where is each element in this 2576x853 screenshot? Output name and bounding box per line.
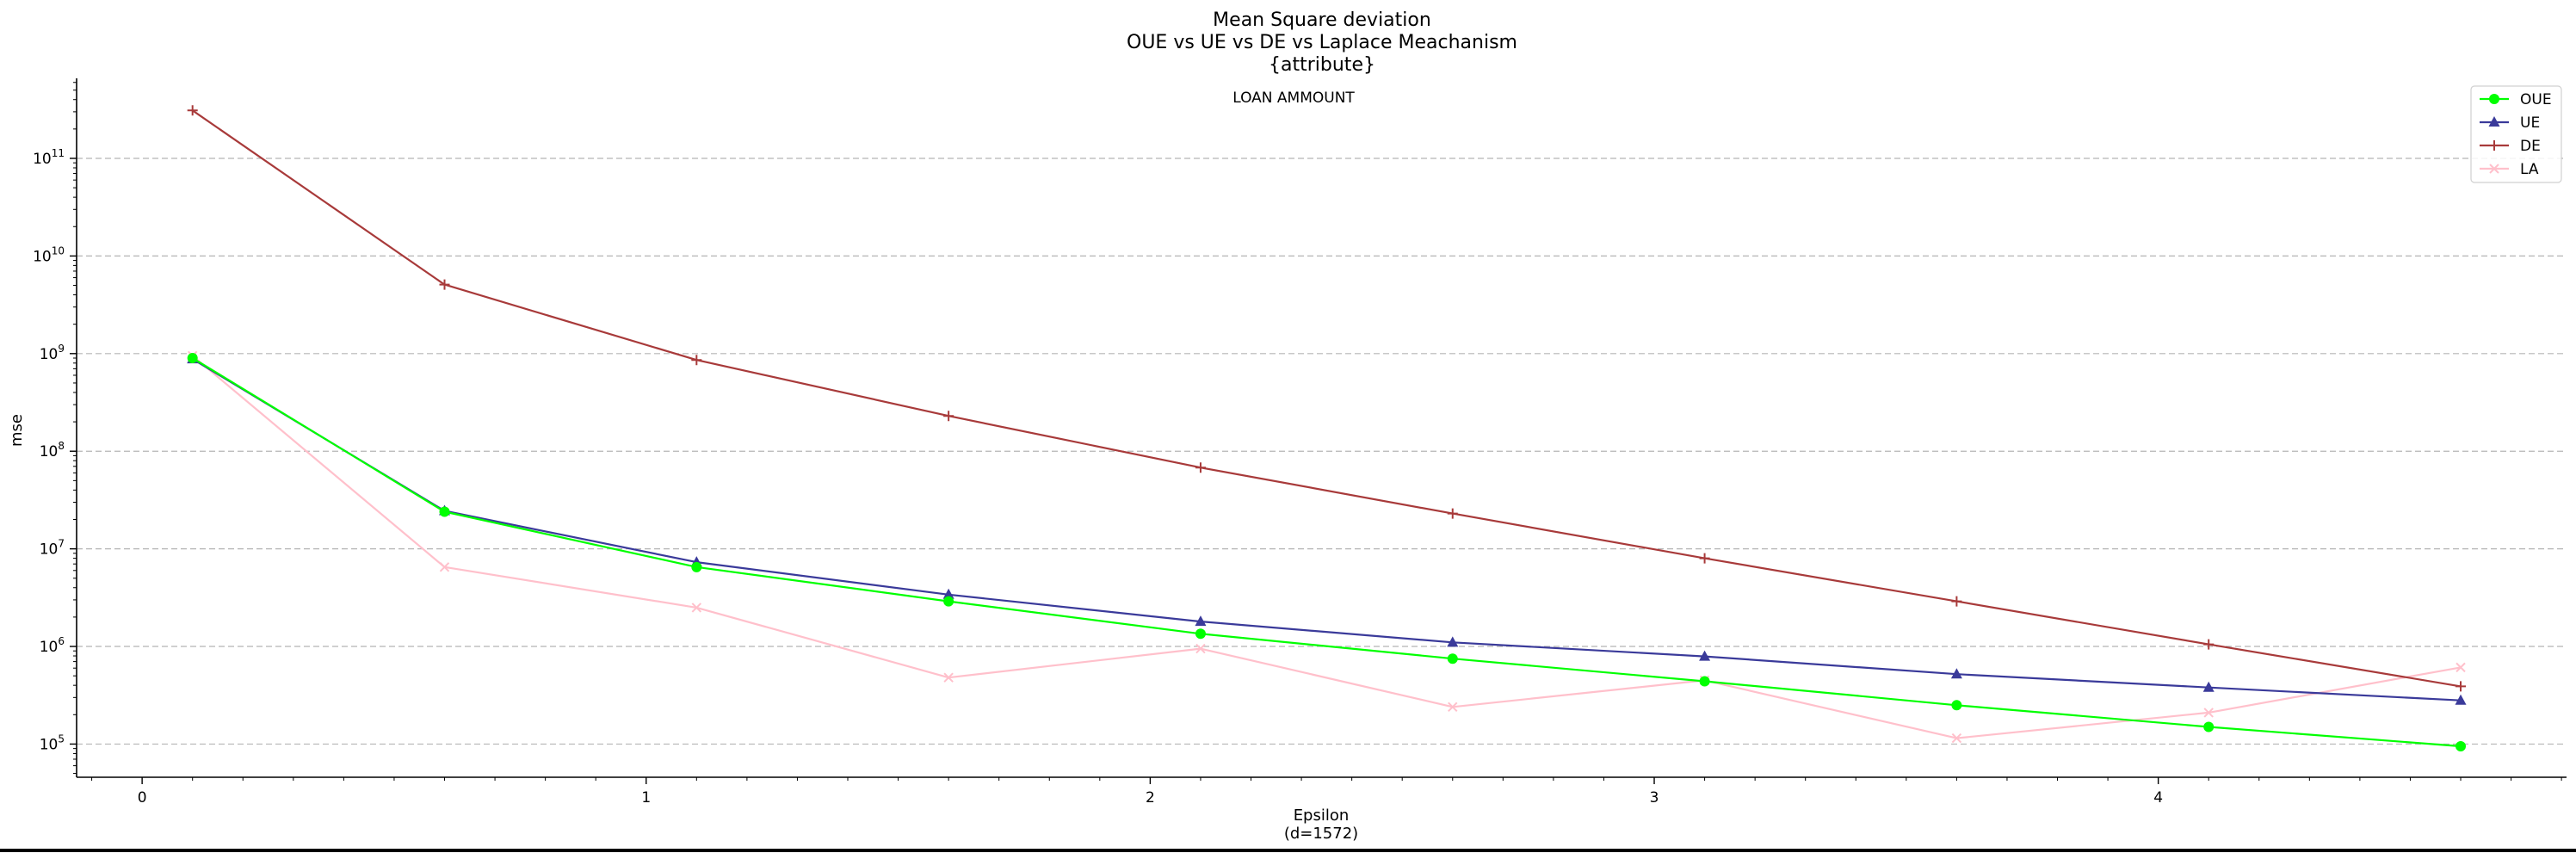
data-point-de [1699,553,1710,564]
data-point-la [2456,662,2466,673]
y-tick-label-exponent: 10 [52,244,65,257]
series-line-ue [192,358,2462,702]
series-oue [187,352,2467,751]
y-tick-label-exponent: 9 [58,343,65,355]
x-tick-label-2: 2 [1146,789,1155,807]
chart-annotation: LOAN AMMOUNT [1232,90,1355,107]
data-point-de [1447,508,1458,519]
data-point-de [1195,462,1206,473]
data-point-oue [1951,700,1962,711]
data-point-oue [943,596,954,607]
y-tick-label-base: 10 [33,151,52,168]
y-tick-label-1e11: 1011 [33,147,65,168]
y-tick-label-1e8: 108 [40,440,65,460]
legend-item-oue: OUE [2480,91,2552,108]
y-tick-label-exponent: 6 [58,635,65,647]
data-point-oue [691,561,702,572]
data-point-la [1195,643,1206,654]
data-point-ue [2455,694,2467,705]
data-point-oue [1195,628,1206,640]
data-point-de [1951,596,1962,607]
series-la [187,350,2466,744]
data-point-oue [1699,676,1710,687]
legend-label-ue: UE [2520,114,2540,132]
y-tick-label-base: 10 [40,639,59,656]
data-point-de [439,279,450,290]
data-point-de [187,105,198,116]
series-line-de [192,109,2462,688]
y-tick-label-1e7: 107 [40,538,65,559]
data-point-ue [2202,681,2215,692]
data-point-ue [1447,636,1459,647]
series-layer [187,105,2467,751]
y-tick-label-exponent: 5 [58,732,65,745]
data-point-de [2203,639,2215,650]
data-point-ue [1195,615,1207,627]
y-tick-label-base: 10 [40,736,59,753]
chart-title-line-1: Mean Square deviation [1213,9,1431,31]
y-tick-label-exponent: 8 [58,440,65,452]
x-axis-sublabel: (d=1572) [1284,825,1358,843]
y-tick-label-1e9: 109 [40,343,65,363]
series-line-oue [192,357,2462,748]
x-tick-label-0: 0 [138,789,147,807]
y-tick-label-1e5: 105 [40,732,65,753]
legend-item-de: DE [2480,138,2541,155]
x-tick-label-1: 1 [641,789,651,807]
legend-label-de: DE [2520,138,2541,155]
data-point-oue [439,506,450,517]
data-point-oue [1447,653,1458,664]
data-point-oue [2456,740,2467,751]
legend-marker-de [2489,140,2499,151]
data-point-ue [1699,650,1711,661]
bottom-border [0,849,2576,852]
data-point-de [943,411,954,422]
legend-label-oue: OUE [2520,91,2552,108]
data-point-oue [2203,721,2215,732]
x-ticks: 0 1 2 3 4 [91,777,2562,807]
y-tick-label-base: 10 [40,346,59,363]
data-point-de [2456,681,2467,692]
series-ue [187,353,2467,705]
y-tick-label-base: 10 [40,541,59,559]
data-point-de [691,355,702,366]
legend: OUE UE DE LA [2470,85,2562,183]
legend-marker-oue [2489,94,2499,104]
data-point-la [1951,732,1962,744]
y-tick-label-base: 10 [40,443,59,460]
legend-box [2470,85,2562,183]
data-point-ue [1950,668,1962,679]
data-point-la [943,672,954,683]
x-tick-label-3: 3 [1650,789,1659,807]
data-point-la [1448,702,1458,713]
series-line-la [191,355,2462,739]
data-point-oue [187,352,198,363]
x-tick-label-4: 4 [2153,789,2163,807]
legend-marker-la [2489,164,2499,174]
data-point-la [2203,708,2214,718]
legend-item-ue: UE [2480,114,2540,132]
data-point-la [691,603,702,613]
data-point-ue [942,588,954,599]
y-axis-label: mse [8,414,26,447]
y-tick-label-base: 10 [33,248,52,265]
legend-label-la: LA [2520,161,2539,178]
series-de [187,105,2467,692]
data-point-la [439,562,450,572]
legend-marker-ue [2488,116,2500,127]
legend-item-la: LA [2480,161,2539,178]
grid-lines [77,158,2567,745]
y-tick-label-exponent: 7 [58,538,65,550]
y-tick-label-1e10: 1010 [33,244,65,265]
x-axis-label: Epsilon [1294,807,1350,825]
y-tick-label-1e6: 106 [40,635,65,656]
chart-title-line-3: {attribute} [1269,54,1375,76]
y-tick-label-exponent: 11 [52,147,65,159]
chart-title-line-2: OUE vs UE vs DE vs Laplace Meachanism [1127,32,1517,53]
